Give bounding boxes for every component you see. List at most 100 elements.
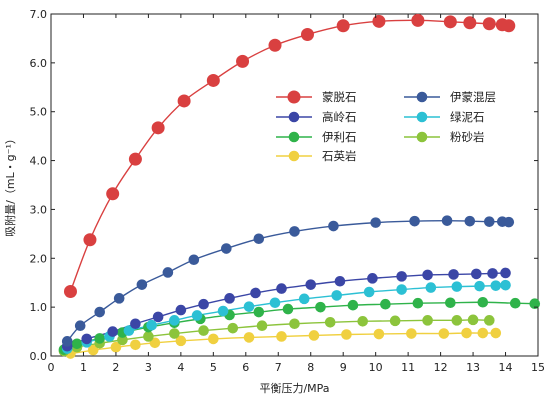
data-point [347, 299, 359, 311]
data-point [461, 327, 472, 339]
data-point [471, 268, 482, 280]
data-point [208, 333, 219, 345]
legend-swatch-marker [288, 150, 300, 162]
data-point [490, 280, 502, 291]
y-axis-ticks: 0.0 1.0 2.0 3.0 4.0 5.0 6.0 7.0 [30, 8, 538, 363]
data-point [500, 267, 511, 279]
data-point [477, 296, 489, 308]
data-point [253, 233, 265, 245]
data-point [367, 273, 378, 284]
data-point [87, 344, 99, 356]
data-point [128, 152, 142, 166]
legend-item: 蒙脱石 [276, 90, 357, 104]
data-point [83, 233, 97, 247]
data-point [289, 318, 300, 330]
data-point [107, 326, 118, 337]
series-markers [58, 13, 541, 359]
data-point [324, 316, 336, 328]
data-point [143, 331, 154, 342]
data-point [243, 332, 255, 343]
data-point [357, 316, 368, 327]
legend-swatch-marker [288, 111, 300, 123]
data-point [328, 220, 339, 232]
data-point [502, 19, 516, 33]
data-point [331, 290, 343, 301]
x-tick-label: 13 [466, 361, 480, 374]
legend-item: 伊蒙混层 [404, 90, 496, 104]
data-point [282, 303, 294, 315]
data-point [372, 14, 386, 28]
y-tick-label: 4.0 [30, 155, 48, 168]
x-tick-label: 9 [340, 361, 347, 374]
data-point [448, 269, 459, 280]
data-point [443, 15, 457, 29]
data-point [63, 285, 77, 299]
data-point [236, 54, 250, 68]
legend-label: 伊利石 [322, 130, 357, 144]
plot-frame [50, 13, 539, 357]
data-point [253, 306, 265, 318]
data-point [117, 334, 128, 346]
data-point [305, 279, 317, 290]
data-point [191, 310, 203, 321]
data-point [113, 293, 125, 304]
data-point [162, 267, 174, 278]
data-point [61, 336, 73, 347]
legend-item: 高岭石 [276, 110, 357, 124]
y-tick-label: 2.0 [30, 252, 48, 265]
data-point [484, 216, 495, 227]
x-tick-label: 7 [275, 361, 282, 374]
data-point [94, 306, 105, 318]
data-point [529, 298, 541, 310]
legend-label: 粉砂岩 [450, 130, 485, 144]
data-point [438, 328, 450, 339]
data-point [268, 38, 282, 52]
legend-swatch-marker [416, 91, 428, 103]
legend-swatch-marker [288, 131, 300, 143]
x-tick-label: 4 [177, 361, 184, 374]
data-point [482, 17, 496, 31]
data-point [389, 315, 401, 327]
data-point [130, 339, 141, 351]
data-point [256, 320, 268, 332]
y-tick-label: 0.0 [30, 350, 48, 363]
data-point [74, 320, 86, 332]
data-point [487, 268, 498, 279]
x-tick-label: 12 [434, 361, 448, 374]
data-point [276, 283, 287, 294]
data-point [146, 319, 157, 331]
data-point [130, 318, 141, 330]
legend-label: 蒙脱石 [322, 90, 357, 104]
data-point [484, 315, 495, 326]
data-point [300, 28, 314, 42]
data-point [188, 254, 200, 266]
legend-swatch-marker [416, 131, 428, 143]
data-point [71, 338, 83, 350]
data-point [206, 73, 220, 87]
legend-label: 石英岩 [322, 149, 357, 163]
data-point [175, 304, 187, 316]
data-point [315, 301, 326, 313]
data-point [509, 297, 521, 309]
data-point [276, 331, 287, 342]
legend-item: 伊利石 [276, 130, 357, 144]
y-axis-title: 吸附量/（mL・g⁻¹） [3, 133, 17, 237]
data-point [169, 315, 180, 326]
x-tick-label: 0 [48, 361, 55, 374]
data-point [94, 333, 105, 344]
legend-swatch-marker [416, 111, 428, 123]
x-tick-label: 14 [499, 361, 513, 374]
x-axis-ticks: 0 1 2 3 4 5 6 7 8 9 10 11 12 13 14 15 [48, 14, 545, 374]
data-point [422, 315, 433, 326]
legend-item: 粉砂岩 [404, 130, 485, 144]
x-tick-label: 15 [531, 361, 545, 374]
data-point [503, 216, 515, 228]
data-point [411, 13, 425, 27]
legend-label: 绿泥石 [450, 110, 485, 124]
data-point [221, 243, 232, 254]
data-point [106, 187, 120, 201]
data-point [334, 275, 346, 287]
data-point [149, 337, 161, 349]
